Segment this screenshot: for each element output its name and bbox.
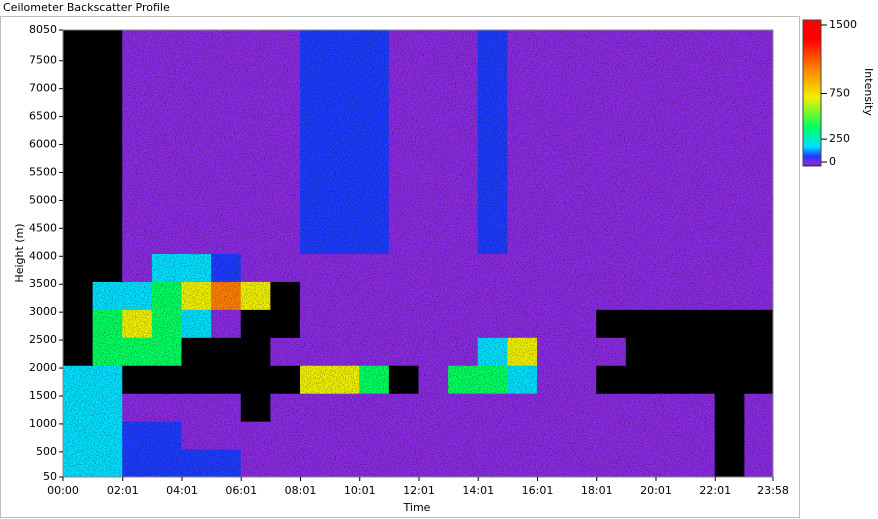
colorbar [802,19,822,167]
x-tick-label: 06:01 [225,484,257,497]
y-tick-label: 6000 [29,138,57,151]
y-tick-label: 3500 [29,277,57,290]
y-tick-label: 500 [36,445,57,458]
x-tick-label: 00:00 [47,484,79,497]
x-tick-label: 08:01 [285,484,317,497]
x-tick-label: 12:01 [403,484,435,497]
y-axis-label: Height (m) [13,223,26,282]
y-tick-label: 7500 [29,54,57,67]
y-tick-label: 2000 [29,361,57,374]
x-tick-label: 20:01 [640,484,672,497]
y-tick-label: 6500 [29,110,57,123]
y-tick-label: 1000 [29,417,57,430]
x-tick-label: 16:01 [522,484,554,497]
x-tick-label: 23:58 [757,484,789,497]
x-tick-label: 02:01 [107,484,139,497]
plot-border [62,29,774,478]
y-tick-label: 3000 [29,305,57,318]
y-tick-label: 2500 [29,333,57,346]
colorbar-tick-label: 0 [829,155,836,168]
x-tick-label: 04:01 [166,484,198,497]
y-tick-label: 4500 [29,221,57,234]
y-tick-label: 50 [43,470,57,483]
x-tick-label: 10:01 [344,484,376,497]
colorbar-tick-label: 750 [829,87,850,100]
y-tick-label: 4000 [29,249,57,262]
x-tick-label: 18:01 [581,484,613,497]
x-tick-label: 14:01 [462,484,494,497]
plot-frame [0,16,800,518]
y-tick-label: 5000 [29,193,57,206]
chart-title: Ceilometer Backscatter Profile [3,1,170,14]
y-tick-label: 7000 [29,82,57,95]
noise-texture [63,30,773,477]
y-tick-label: 5500 [29,165,57,178]
x-axis-label: Time [403,501,431,514]
colorbar-label: Intensity [862,68,875,116]
colorbar-tick-label: 250 [829,132,850,145]
colorbar-tick-label: 1500 [829,18,857,31]
y-tick-label: 1500 [29,389,57,402]
y-tick-label: 8050 [29,23,57,36]
x-tick-label: 22:01 [699,484,731,497]
